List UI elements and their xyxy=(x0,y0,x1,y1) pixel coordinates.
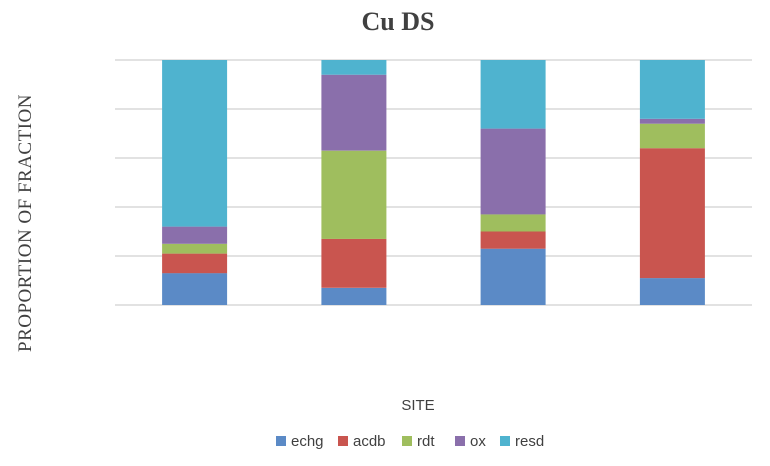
legend-label-ox: ox xyxy=(470,433,486,450)
y-axis-label: PROPORTION OF FRACTION xyxy=(15,94,36,352)
bar-resd-site-1 xyxy=(162,60,228,227)
bar-resd-site-3 xyxy=(480,60,546,129)
bar-acdb-site-2 xyxy=(321,238,387,288)
bar-resd-site-2 xyxy=(321,60,387,75)
bar-ox-site-3 xyxy=(480,128,546,215)
bar-ox-site-1 xyxy=(162,226,228,244)
bar-ox-site-2 xyxy=(321,74,387,151)
legend-swatch-rdt xyxy=(402,436,412,446)
legend-swatch-ox xyxy=(455,436,465,446)
legend-label-resd: resd xyxy=(515,433,544,450)
bar-ox-site-4 xyxy=(639,118,705,124)
bar-resd-site-4 xyxy=(639,60,705,119)
bar-acdb-site-4 xyxy=(639,148,705,279)
bar-acdb-site-3 xyxy=(480,231,546,249)
legend-swatch-acdb xyxy=(338,436,348,446)
legend-label-rdt: rdt xyxy=(417,433,435,450)
bar-echg-site-1 xyxy=(162,273,228,305)
legend: echg acdb rdt ox resd xyxy=(276,433,544,450)
bars xyxy=(162,60,705,305)
legend-label-acdb: acdb xyxy=(353,433,386,450)
bar-rdt-site-2 xyxy=(321,150,387,239)
x-axis-label: SITE xyxy=(401,397,434,414)
bar-echg-site-2 xyxy=(321,287,387,305)
chart-title: Cu DS xyxy=(362,7,435,36)
bar-rdt-site-4 xyxy=(639,123,705,149)
bar-echg-site-4 xyxy=(639,278,705,305)
legend-label-echg: echg xyxy=(291,433,324,450)
bar-rdt-site-3 xyxy=(480,214,546,232)
bar-echg-site-3 xyxy=(480,248,546,305)
bar-acdb-site-1 xyxy=(162,253,228,274)
legend-swatch-resd xyxy=(500,436,510,446)
legend-swatch-echg xyxy=(276,436,286,446)
bar-rdt-site-1 xyxy=(162,243,228,254)
